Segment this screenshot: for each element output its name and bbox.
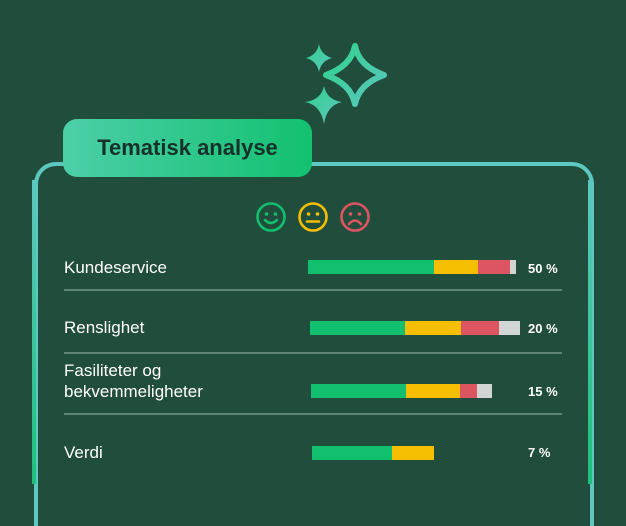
- bar-segment-negative: [478, 260, 510, 274]
- percent-renslighet: 20 %: [528, 321, 558, 336]
- bar-segment-neutral: [405, 384, 461, 398]
- card-border-left: [32, 180, 36, 484]
- bar-fasiliteter: [311, 384, 492, 398]
- bar-segment-none: [509, 260, 516, 274]
- bar-segment-positive: [310, 321, 405, 335]
- bar-segment-neutral: [404, 321, 462, 335]
- card-border-right: [588, 180, 592, 484]
- sad-face-icon: [340, 202, 370, 232]
- bar-segment-none: [476, 384, 492, 398]
- neutral-face-icon: [298, 202, 328, 232]
- row-label-fasiliteter: Fasiliteter og bekvemmeligheter: [64, 361, 203, 401]
- row-label-verdi: Verdi: [64, 443, 103, 462]
- divider: [64, 413, 562, 415]
- analysis-card: [34, 162, 594, 526]
- bar-segment-neutral: [391, 446, 434, 460]
- percent-fasiliteter: 15 %: [528, 384, 558, 399]
- bar-renslighet: [310, 321, 520, 335]
- bar-kundeservice: [308, 260, 516, 274]
- happy-face-icon: [256, 202, 286, 232]
- section-title: Tematisk analyse: [63, 119, 312, 177]
- bar-segment-positive: [308, 260, 434, 274]
- row-label-kundeservice: Kundeservice: [64, 258, 168, 277]
- sentiment-legend: [255, 201, 371, 233]
- bar-segment-none: [498, 321, 520, 335]
- sparkles-icon: [305, 43, 387, 124]
- bar-segment-positive: [312, 446, 392, 460]
- row-label-renslighet: Renslighet: [64, 318, 145, 337]
- bar-segment-neutral: [434, 260, 479, 274]
- percent-kundeservice: 50 %: [528, 261, 558, 276]
- bar-segment-negative: [460, 384, 477, 398]
- divider: [64, 352, 562, 354]
- bar-segment-positive: [311, 384, 406, 398]
- percent-verdi: 7 %: [528, 445, 551, 460]
- bar-verdi: [312, 446, 434, 460]
- bar-segment-negative: [461, 321, 499, 335]
- divider: [64, 289, 562, 291]
